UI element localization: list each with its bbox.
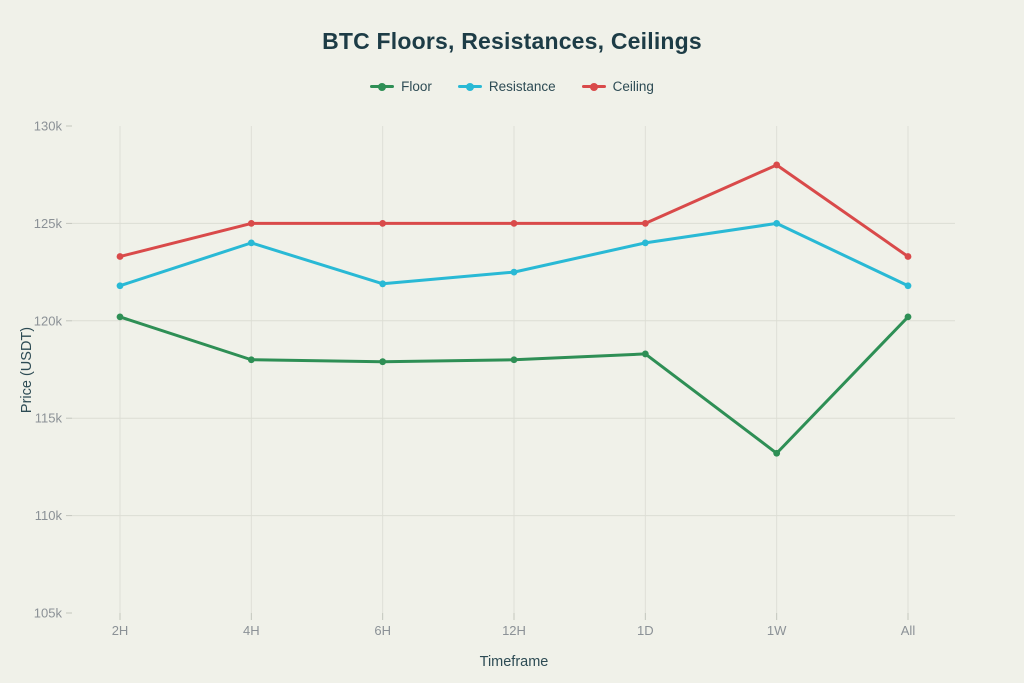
- data-point-ceiling: [773, 161, 781, 169]
- legend-swatch-icon: [581, 82, 606, 91]
- legend-item-floor[interactable]: Floor: [370, 79, 432, 94]
- data-point-resistance: [773, 220, 781, 227]
- y-axis-title: Price (USDT): [19, 327, 35, 413]
- data-point-resistance: [510, 268, 518, 276]
- legend-label: Resistance: [488, 79, 556, 94]
- legend-swatch-icon: [457, 82, 482, 91]
- data-point-floor: [116, 313, 124, 321]
- x-tick-label: 12H: [502, 623, 526, 638]
- x-tick-label: 6H: [374, 623, 391, 638]
- data-point-ceiling: [904, 253, 912, 260]
- legend-label: Ceiling: [612, 79, 654, 94]
- legend-marker-dot-icon: [465, 82, 474, 91]
- y-tick-label: 105k: [34, 606, 63, 621]
- data-point-ceiling: [641, 220, 649, 227]
- y-tick-label: 120k: [34, 313, 63, 328]
- x-tick-label: 4H: [243, 623, 260, 638]
- data-point-ceiling: [379, 220, 387, 227]
- data-point-resistance: [904, 282, 912, 290]
- legend-item-ceiling[interactable]: Ceiling: [581, 79, 654, 94]
- data-point-floor: [510, 356, 518, 364]
- data-point-floor: [247, 356, 255, 364]
- legend-item-resistance[interactable]: Resistance: [457, 79, 556, 94]
- legend-marker-dot-icon: [378, 82, 387, 91]
- data-point-resistance: [247, 239, 255, 247]
- chart-title: BTC Floors, Resistances, Ceilings: [322, 28, 702, 54]
- legend-label: Floor: [401, 79, 432, 94]
- legend-swatch-icon: [370, 82, 395, 91]
- x-axis-title: Timeframe: [480, 654, 549, 670]
- legend-marker-dot-icon: [589, 82, 598, 91]
- data-point-resistance: [641, 239, 649, 247]
- y-tick-label: 110k: [35, 508, 63, 523]
- y-tick-label: 130k: [34, 119, 63, 134]
- data-point-floor: [773, 449, 781, 457]
- y-tick-label: 115k: [35, 411, 63, 426]
- data-point-floor: [904, 313, 912, 321]
- x-tick-label: All: [901, 623, 916, 638]
- data-point-ceiling: [116, 253, 124, 260]
- data-point-floor: [379, 358, 387, 366]
- data-point-ceiling: [247, 220, 255, 227]
- data-point-ceiling: [510, 220, 518, 227]
- data-point-floor: [641, 350, 649, 358]
- y-tick-label: 125k: [34, 216, 63, 231]
- x-tick-label: 1W: [767, 623, 787, 638]
- data-point-resistance: [379, 280, 387, 288]
- x-tick-label: 1D: [637, 623, 654, 638]
- x-tick-label: 2H: [112, 623, 129, 638]
- chart-legend: Floor Resistance Ceiling: [0, 79, 1024, 94]
- data-point-resistance: [116, 282, 124, 290]
